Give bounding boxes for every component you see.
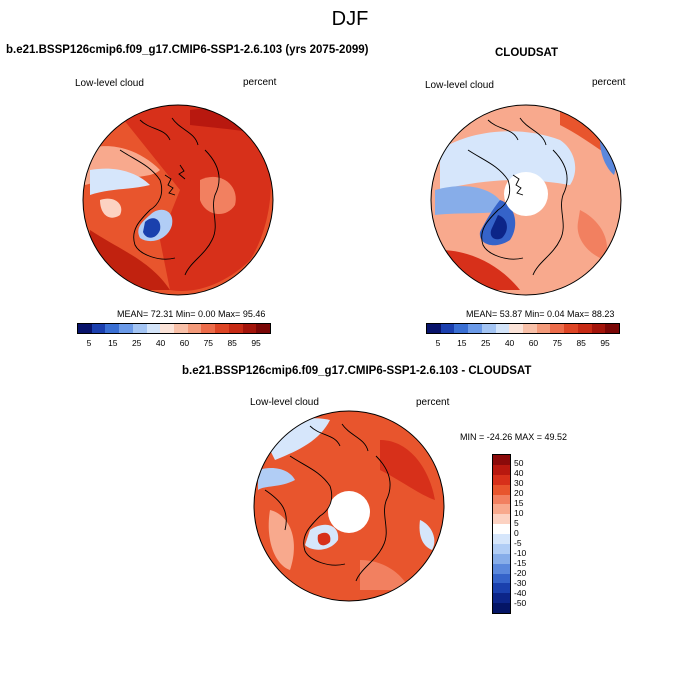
colorbar-swatch	[427, 324, 441, 333]
colorbar-swatch	[454, 324, 469, 333]
colorbar-swatch	[493, 593, 510, 604]
colorbar-swatch	[605, 324, 620, 333]
colorbar-swatch	[493, 484, 510, 495]
colorbar-tick-label: 20	[514, 488, 524, 498]
colorbar-swatch	[509, 324, 524, 333]
colorbar-swatch	[493, 543, 510, 554]
colorbar-swatch	[493, 455, 510, 465]
colorbar-swatch	[493, 563, 510, 574]
colorbar-swatch	[468, 324, 482, 333]
colorbar-swatch	[91, 324, 106, 333]
colorbar-tick-label: 15	[108, 338, 118, 348]
panel3-stats: MIN = -24.26 MAX = 49.52	[460, 432, 568, 442]
panel3-colorbar-labels: 50 40 30 20 15 10 5 0 -5 -10 -15 -20 -30 -40 -50	[514, 454, 544, 614]
colorbar-tick-label: 85	[227, 338, 237, 348]
colorbar-swatch	[105, 324, 120, 333]
colorbar-swatch	[228, 324, 243, 333]
panel2-title: CLOUDSAT	[495, 47, 559, 59]
colorbar-tick-label: 5	[435, 338, 441, 348]
colorbar-swatch	[564, 324, 578, 333]
colorbar-tick-label: -15	[514, 558, 527, 568]
colorbar-tick-label: 5	[514, 518, 519, 528]
colorbar-tick-label: 10	[514, 508, 524, 518]
panel2-colorbar-labels: 5 15 25 40 60 75 85 95	[426, 338, 620, 350]
colorbar-tick-label: 60	[179, 338, 190, 348]
colorbar-swatch	[146, 324, 161, 333]
colorbar-swatch	[493, 573, 510, 584]
panel3-variable-label: Low-level cloud	[250, 397, 319, 408]
colorbar-swatch	[242, 324, 257, 333]
colorbar-swatch	[493, 534, 510, 544]
colorbar-tick-label: 15	[514, 498, 524, 508]
colorbar-swatch	[495, 324, 510, 333]
panel3-title: b.e21.BSSP126cmip6.f09_g17.CMIP6-SSP1-2.…	[182, 365, 532, 377]
colorbar-swatch	[256, 324, 271, 333]
colorbar-swatch	[523, 324, 537, 333]
colorbar-swatch	[493, 514, 510, 525]
colorbar-swatch	[215, 324, 229, 333]
colorbar-tick-label: 95	[600, 338, 610, 348]
colorbar-swatch	[174, 324, 188, 333]
colorbar-swatch	[550, 324, 565, 333]
colorbar-tick-label: 85	[576, 338, 586, 348]
colorbar-swatch	[493, 524, 510, 534]
panel1-variable-label: Low-level cloud	[75, 78, 144, 89]
colorbar-tick-label: 50	[514, 458, 524, 468]
colorbar-tick-label: -10	[514, 548, 527, 558]
panel2-stats: MEAN= 53.87 Min= 0.04 Max= 88.23	[466, 309, 615, 319]
colorbar-swatch	[201, 324, 216, 333]
colorbar-tick-label: 40	[504, 338, 515, 348]
colorbar-tick-label: -40	[514, 588, 527, 598]
colorbar-tick-label: 25	[480, 338, 491, 348]
colorbar-tick-label: 40	[514, 468, 524, 478]
colorbar-tick-label: 30	[514, 478, 524, 488]
panel1-units-label: percent	[243, 77, 277, 88]
colorbar-tick-label: 40	[155, 338, 166, 348]
colorbar-tick-label: 0	[514, 528, 519, 538]
colorbar-tick-label: 95	[251, 338, 261, 348]
colorbar-swatch	[493, 474, 510, 485]
colorbar-swatch	[187, 324, 202, 333]
colorbar-tick-label: -50	[514, 598, 527, 608]
panel1-colorbar-labels: 5 15 25 40 60 75 85 95	[77, 338, 271, 350]
colorbar-swatch	[493, 504, 510, 515]
panel2-colorbar	[426, 323, 620, 334]
colorbar-tick-label: -20	[514, 568, 527, 578]
panel1-title: b.e21.BSSP126cmip6.f09_g17.CMIP6-SSP1-2.…	[6, 44, 369, 56]
colorbar-tick-label: 25	[131, 338, 142, 348]
colorbar-swatch	[493, 464, 510, 475]
panel1-stats: MEAN= 72.31 Min= 0.00 Max= 95.46	[117, 309, 266, 319]
panel2-variable-label: Low-level cloud	[425, 80, 494, 91]
colorbar-tick-label: 15	[457, 338, 467, 348]
colorbar-swatch	[577, 324, 592, 333]
colorbar-swatch	[591, 324, 606, 333]
colorbar-swatch	[493, 603, 510, 613]
panel2-units-label: percent	[592, 77, 626, 88]
colorbar-swatch	[78, 324, 92, 333]
colorbar-swatch	[493, 553, 510, 564]
colorbar-swatch	[536, 324, 551, 333]
colorbar-swatch	[119, 324, 133, 333]
colorbar-swatch	[493, 494, 510, 505]
colorbar-swatch	[481, 324, 496, 333]
colorbar-tick-label: 75	[552, 338, 563, 348]
colorbar-swatch	[132, 324, 147, 333]
colorbar-tick-label: 5	[86, 338, 92, 348]
colorbar-tick-label: -5	[514, 538, 522, 548]
figure-title: DJF	[331, 8, 369, 30]
colorbar-tick-label: 75	[203, 338, 214, 348]
colorbar-swatch	[493, 583, 510, 594]
colorbar-tick-label: -30	[514, 578, 527, 588]
colorbar-swatch	[440, 324, 455, 333]
panel3-colorbar	[492, 454, 511, 614]
colorbar-swatch	[160, 324, 175, 333]
panel1-colorbar	[77, 323, 271, 334]
panel3-units-label: percent	[416, 397, 450, 408]
colorbar-tick-label: 60	[528, 338, 539, 348]
